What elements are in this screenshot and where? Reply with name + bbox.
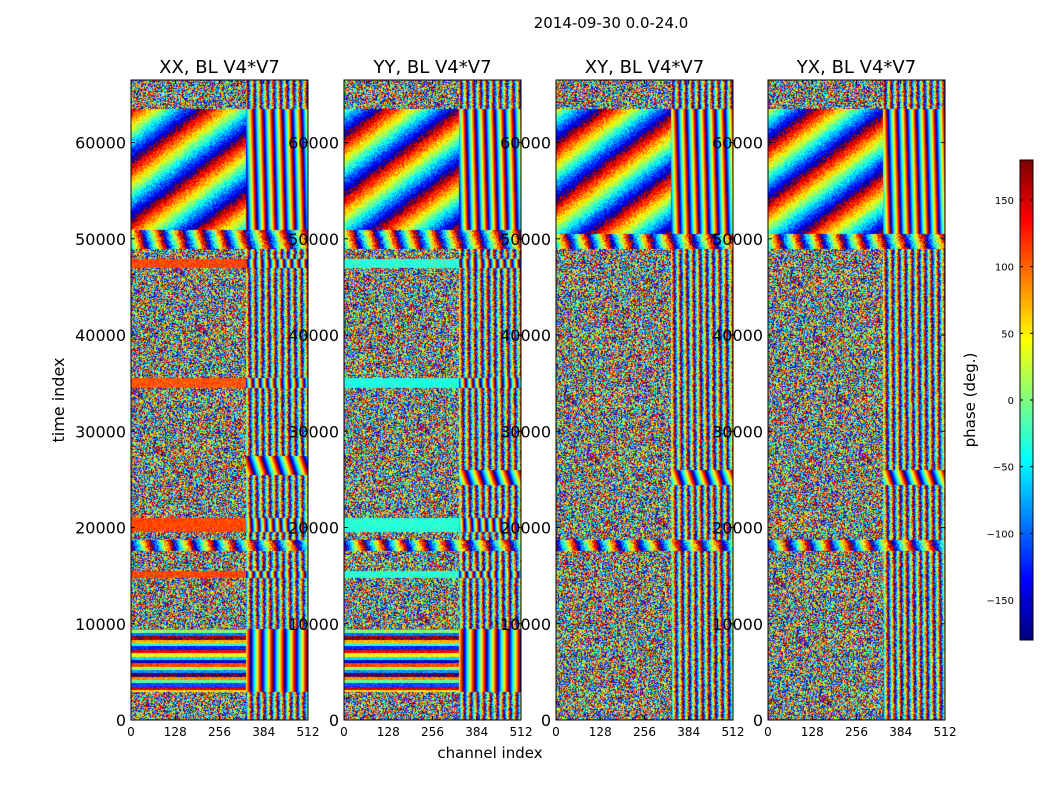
- x-tick-label: 128: [589, 725, 612, 739]
- y-axis-label: time index: [49, 357, 68, 442]
- panel-title: XY, BL V4*V7: [585, 57, 704, 78]
- x-tick-label: 384: [252, 725, 275, 739]
- y-tick-label: 60000: [712, 134, 763, 153]
- y-tick-label: 10000: [288, 615, 339, 634]
- y-tick-label: 50000: [288, 230, 339, 249]
- y-tick-label: 30000: [288, 422, 339, 441]
- y-tick-label: 0: [753, 711, 763, 730]
- y-tick-label: 0: [116, 711, 126, 730]
- y-tick-label: 20000: [712, 519, 763, 538]
- y-tick-label: 50000: [75, 230, 126, 249]
- colorbar-tick-label: 50: [1001, 329, 1014, 340]
- x-tick-label: 384: [465, 725, 488, 739]
- y-tick-label: 0: [329, 711, 339, 730]
- heatmap-panel: XX, BL V4*V7 0 128 256 384 512 0 10000 20000 3000…: [49, 57, 543, 762]
- x-tick-label: 256: [421, 725, 444, 739]
- y-tick-label: 40000: [500, 326, 551, 345]
- y-tick-label: 50000: [500, 230, 551, 249]
- x-tick-label: 128: [801, 725, 824, 739]
- colorbar-tick-label: −150: [987, 596, 1014, 607]
- heatmap-panel: YX, BL V4*V7 0 128 256 384 512 0 10000 20000 3000…: [712, 57, 956, 739]
- y-tick-label: 60000: [75, 134, 126, 153]
- x-tick-label: 256: [208, 725, 231, 739]
- x-tick-label: 0: [127, 725, 135, 739]
- y-tick-label: 10000: [75, 615, 126, 634]
- colorbar-tick-label: −100: [987, 529, 1014, 540]
- y-tick-label: 40000: [288, 326, 339, 345]
- colorbar-tick-label: 0: [1008, 396, 1014, 407]
- x-tick-label: 512: [934, 725, 957, 739]
- y-tick-label: 30000: [75, 422, 126, 441]
- x-tick-label: 384: [677, 725, 700, 739]
- x-tick-label: 512: [297, 725, 320, 739]
- colorbar-label: phase (deg.): [961, 353, 979, 448]
- y-tick-label: 40000: [75, 326, 126, 345]
- y-tick-label: 30000: [500, 422, 551, 441]
- y-tick-label: 30000: [712, 422, 763, 441]
- x-tick-label: 256: [633, 725, 656, 739]
- heatmap-panel: XY, BL V4*V7 0 128 256 384 512 0 10000 20000 3000…: [500, 57, 744, 739]
- y-tick-label: 60000: [500, 134, 551, 153]
- y-tick-label: 10000: [500, 615, 551, 634]
- x-tick-label: 128: [164, 725, 187, 739]
- y-tick-label: 60000: [288, 134, 339, 153]
- x-tick-label: 384: [889, 725, 912, 739]
- x-axis-label: channel index: [437, 744, 542, 762]
- x-tick-label: 512: [722, 725, 745, 739]
- phase-heatmap: [344, 80, 521, 720]
- panels: XX, BL V4*V7 0 128 256 384 512 0 10000 20000 3000…: [49, 57, 956, 762]
- y-tick-label: 0: [541, 711, 551, 730]
- x-tick-label: 128: [377, 725, 400, 739]
- phase-heatmap: [131, 80, 308, 720]
- phase-heatmap: [768, 80, 945, 720]
- y-tick-label: 20000: [288, 519, 339, 538]
- colorbar: −150 −100 −50 0 50 100 150 phase (deg.): [961, 159, 1034, 641]
- heatmap-panel: YY, BL V4*V7 0 128 256 384 512 0 10000 20000 3000…: [288, 57, 532, 739]
- y-tick-label: 20000: [500, 519, 551, 538]
- phase-heatmap: [556, 80, 733, 720]
- colorbar-tick-label: −50: [993, 463, 1014, 474]
- y-tick-label: 40000: [712, 326, 763, 345]
- panel-title: XX, BL V4*V7: [159, 57, 280, 78]
- x-tick-label: 0: [764, 725, 772, 739]
- x-tick-label: 256: [845, 725, 868, 739]
- x-tick-label: 0: [552, 725, 560, 739]
- y-tick-label: 10000: [712, 615, 763, 634]
- figure-title: 2014-09-30 0.0-24.0: [534, 14, 689, 32]
- colorbar-tick-label: 150: [995, 196, 1014, 207]
- y-tick-label: 20000: [75, 519, 126, 538]
- x-tick-label: 0: [340, 725, 348, 739]
- panel-title: YX, BL V4*V7: [796, 57, 916, 78]
- colorbar-tick-label: 100: [995, 263, 1014, 274]
- x-tick-label: 512: [510, 725, 533, 739]
- panel-title: YY, BL V4*V7: [372, 57, 491, 78]
- y-tick-label: 50000: [712, 230, 763, 249]
